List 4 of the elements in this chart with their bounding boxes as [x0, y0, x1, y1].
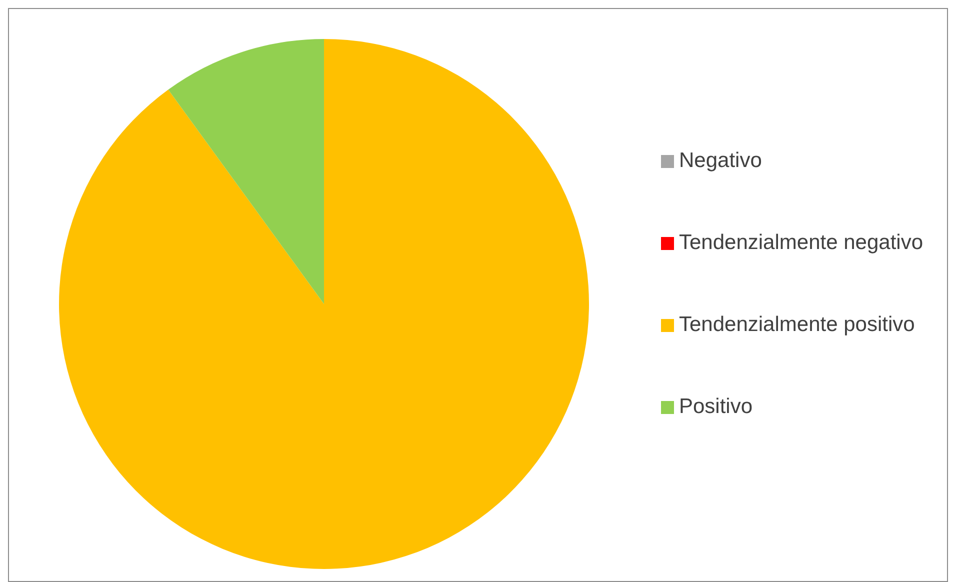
legend-label: Tendenzialmente positivo: [679, 313, 915, 337]
legend-label: Positivo: [679, 395, 753, 419]
legend-label: Negativo: [679, 149, 762, 173]
legend-label: Tendenzialmente negativo: [679, 231, 924, 255]
